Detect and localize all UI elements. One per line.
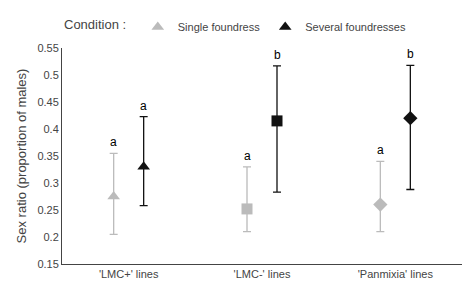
svg-text:0.2: 0.2 (44, 231, 59, 243)
svg-text:0.35: 0.35 (37, 150, 58, 162)
svg-text:Sex ratio (proportion of males: Sex ratio (proportion of males) (14, 69, 29, 244)
svg-text:0.3: 0.3 (44, 177, 59, 189)
svg-text:a: a (244, 149, 251, 163)
svg-text:'Panmixia' lines: 'Panmixia' lines (358, 268, 434, 280)
svg-text:a: a (110, 135, 117, 149)
svg-text:'LMC+' lines: 'LMC+' lines (99, 268, 159, 280)
svg-text:'LMC-' lines: 'LMC-' lines (234, 268, 291, 280)
svg-text:0.25: 0.25 (37, 204, 58, 216)
svg-text:b: b (407, 47, 414, 61)
svg-text:0.15: 0.15 (37, 258, 58, 270)
svg-text:b: b (274, 48, 281, 62)
svg-text:0.4: 0.4 (44, 123, 59, 135)
svg-text:0.55: 0.55 (37, 42, 58, 54)
svg-text:a: a (140, 99, 147, 113)
svg-text:Several foundresses: Several foundresses (305, 21, 406, 33)
svg-text:Single foundress: Single foundress (178, 21, 260, 33)
svg-text:a: a (377, 143, 384, 157)
svg-text:Condition :: Condition : (64, 17, 130, 32)
svg-text:0.45: 0.45 (37, 96, 58, 108)
svg-text:0.5: 0.5 (44, 69, 59, 81)
